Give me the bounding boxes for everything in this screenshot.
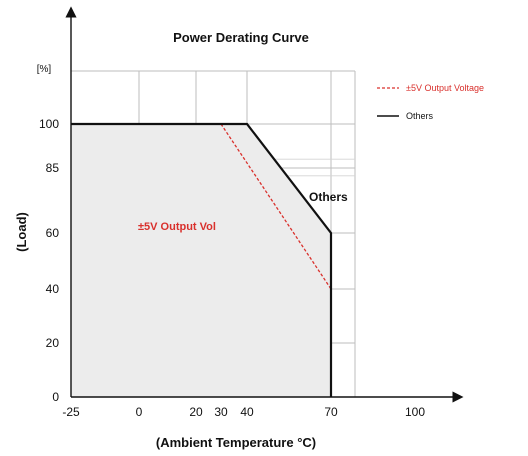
y-tick-label: 20 <box>46 336 60 350</box>
series-layer <box>71 122 333 397</box>
y-tick-labels: 0 20 40 60 85 100 <box>39 117 59 404</box>
series-others-line <box>71 122 333 397</box>
legend-label-5v: ±5V Output Voltage <box>406 83 484 93</box>
y-tick-label: 85 <box>46 161 60 175</box>
y-unit-label: [%] <box>37 64 52 75</box>
x-tick-labels: -25 0 20 30 40 70 100 <box>62 405 425 419</box>
operating-area-fill <box>71 124 331 397</box>
y-tick-label: 40 <box>46 282 60 296</box>
y-tick-label: 60 <box>46 226 60 240</box>
x-tick-label: 70 <box>324 405 338 419</box>
x-tick-label: 40 <box>240 405 254 419</box>
x-tick-label: -25 <box>62 405 80 419</box>
x-tick-label: 0 <box>136 405 143 419</box>
legend-label-others: Others <box>406 111 434 121</box>
annotation-5v-output: ±5V Output Vol <box>138 221 216 233</box>
y-axis-label: (Load) <box>14 212 29 252</box>
annotation-others: Others <box>309 190 348 204</box>
x-tick-label: 30 <box>214 405 228 419</box>
x-axis-label: (Ambient Temperature °C) <box>156 435 316 450</box>
y-tick-label: 0 <box>52 390 59 404</box>
chart-title: Power Derating Curve <box>173 30 309 45</box>
x-tick-label: 100 <box>405 405 425 419</box>
x-tick-label: 20 <box>189 405 203 419</box>
legend: ±5V Output Voltage Others <box>377 83 484 121</box>
y-tick-label: 100 <box>39 117 59 131</box>
